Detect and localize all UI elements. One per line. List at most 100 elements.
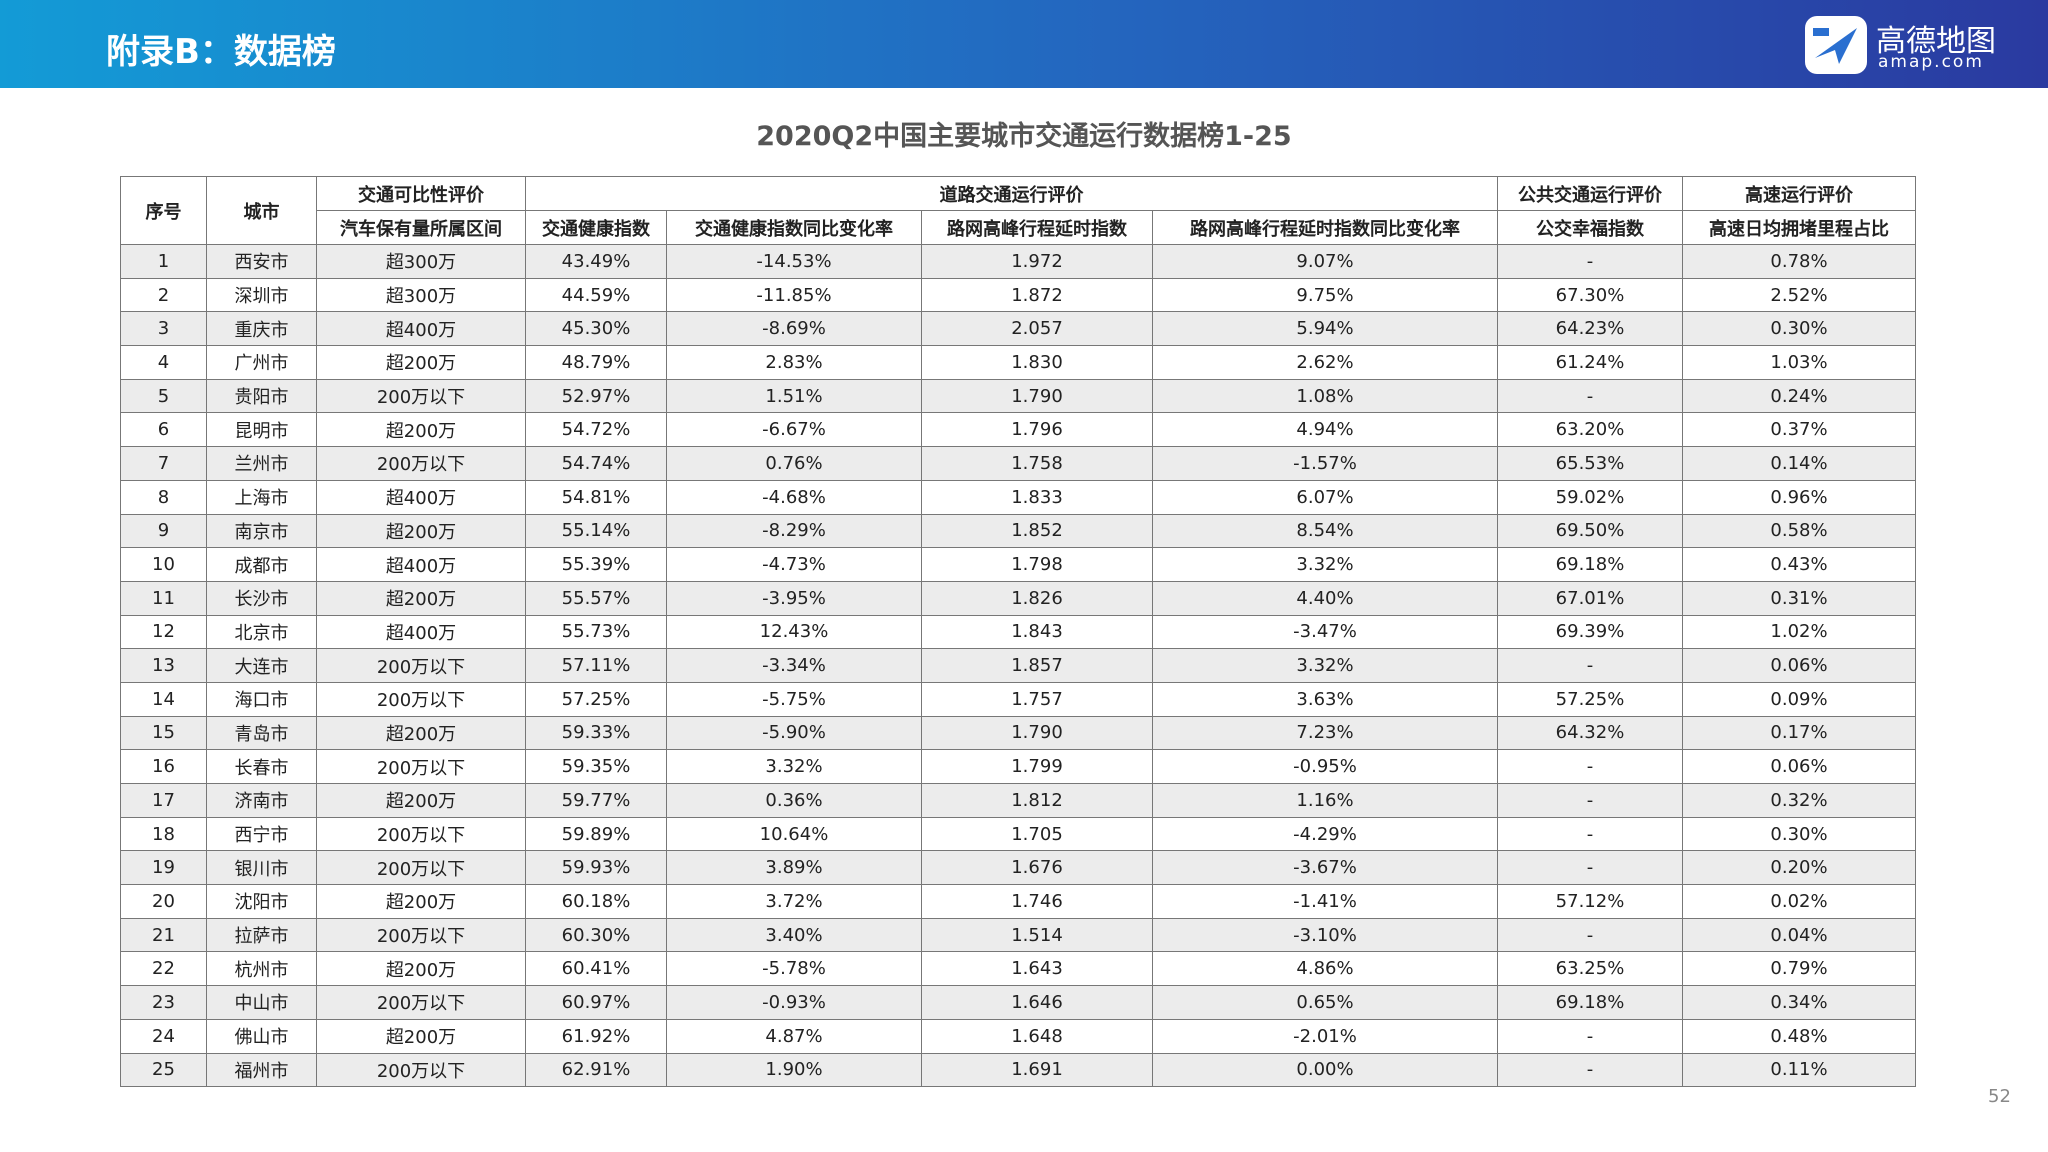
table-cell: 13 xyxy=(120,648,207,683)
table-cell: 成都市 xyxy=(206,547,317,582)
table-cell: 3.32% xyxy=(1152,547,1498,582)
table-row: 17 济南市 超200万 59.77% 0.36% 1.812 1.16% -0.32% xyxy=(120,783,1916,818)
table-cell: 0.31% xyxy=(1682,580,1916,616)
group-header: 道路交通运行评价 xyxy=(525,176,1498,211)
table-cell: 0.58% xyxy=(1682,513,1916,549)
table-cell: 200万以下 xyxy=(316,378,526,414)
table-cell: 福州市 xyxy=(206,1052,317,1088)
table-cell: - xyxy=(1497,749,1683,784)
table-cell: 超400万 xyxy=(316,547,526,582)
logo-name: 高德地图 xyxy=(1876,24,1996,59)
table-row: 4 广州市 超200万 48.79% 2.83% 1.830 2.62% 61.24% 1.03… xyxy=(120,345,1916,380)
table-cell: 0.34% xyxy=(1682,985,1916,1020)
table-row: 15 青岛市 超200万 59.33% -5.90% 1.790 7.23% 64.32% 0.… xyxy=(120,715,1916,751)
table-cell: 7 xyxy=(120,446,207,481)
table-cell: 62.91% xyxy=(525,1052,667,1088)
table-cell: 52.97% xyxy=(525,378,667,414)
table-cell: 59.35% xyxy=(525,749,667,784)
column-header: 公交幸福指数 xyxy=(1497,210,1683,245)
table-cell: - xyxy=(1497,244,1683,279)
table-cell: 9.07% xyxy=(1152,244,1498,279)
table-cell: 0.78% xyxy=(1682,244,1916,279)
table-cell: 25 xyxy=(120,1052,207,1088)
table-cell: -0.93% xyxy=(666,985,922,1020)
table-cell: 55.57% xyxy=(525,580,667,616)
table-cell: 拉萨市 xyxy=(206,917,317,953)
table-cell: 1.857 xyxy=(921,648,1153,683)
table-row: 22 杭州市 超200万 60.41% -5.78% 1.643 4.86% 63.25% 0.… xyxy=(120,951,1916,987)
table-cell: 5 xyxy=(120,378,207,414)
table-cell: 超200万 xyxy=(316,884,526,919)
table-cell: 超200万 xyxy=(316,1018,526,1054)
table-cell: -1.41% xyxy=(1152,884,1498,919)
table-cell: 14 xyxy=(120,681,207,717)
table-cell: 11 xyxy=(120,580,207,616)
table-row: 5 贵阳市 200万以下 52.97% 1.51% 1.790 1.08% -0.24% xyxy=(120,378,1916,414)
table-cell: 超400万 xyxy=(316,479,526,515)
table-cell: 超200万 xyxy=(316,513,526,549)
table-cell: -3.10% xyxy=(1152,917,1498,953)
data-table: 序号 城市 交通可比性评价 道路交通运行评价 公共交通运行评价 高速运行评价 汽车保有量所属… xyxy=(120,176,1916,1088)
table-cell: 0.76% xyxy=(666,446,922,481)
table-title: 2020Q2中国主要城市交通运行数据榜1-25 xyxy=(756,121,1292,152)
table-cell: 济南市 xyxy=(206,783,317,818)
table-cell: 59.93% xyxy=(525,850,667,886)
table-cell: 0.06% xyxy=(1682,749,1916,784)
table-cell: 54.81% xyxy=(525,479,667,515)
table-cell: 16 xyxy=(120,749,207,784)
table-row: 1 西安市 超300万 43.49% -14.53% 1.972 9.07% -0.78% xyxy=(120,244,1916,279)
table-cell: 超200万 xyxy=(316,951,526,987)
table-cell: -8.29% xyxy=(666,513,922,549)
table-cell: 超300万 xyxy=(316,244,526,279)
table-cell: 1.676 xyxy=(921,850,1153,886)
table-cell: 10 xyxy=(120,547,207,582)
header-bar: 附录B：数据榜 高德地图 amap.com xyxy=(0,0,2048,88)
table-cell: -2.01% xyxy=(1152,1018,1498,1054)
column-header: 路网高峰行程延时指数 xyxy=(921,210,1153,245)
logo-domain: amap.com xyxy=(1878,52,1984,72)
header-row: 汽车保有量所属区间 交通健康指数 交通健康指数同比变化率 路网高峰行程延时指数 路网高峰… xyxy=(121,210,1916,245)
table-cell: 15 xyxy=(120,715,207,751)
table-row: 11 长沙市 超200万 55.57% -3.95% 1.826 4.40% 67.01% 0.… xyxy=(120,580,1916,616)
table-cell: 57.25% xyxy=(1497,681,1683,717)
table-cell: 0.00% xyxy=(1152,1052,1498,1088)
table-cell: 57.12% xyxy=(1497,884,1683,919)
table-cell: 54.74% xyxy=(525,446,667,481)
table-cell: -3.34% xyxy=(666,648,922,683)
table-cell: 1.691 xyxy=(921,1052,1153,1088)
table-cell: 200万以下 xyxy=(316,985,526,1020)
table-cell: 1.790 xyxy=(921,715,1153,751)
table-cell: 贵阳市 xyxy=(206,378,317,414)
table-row: 19 银川市 200万以下 59.93% 3.89% 1.676 -3.67% -0.20% xyxy=(120,850,1916,886)
table-cell: 8.54% xyxy=(1152,513,1498,549)
group-header: 城市 xyxy=(206,176,317,245)
table-cell: 3.63% xyxy=(1152,681,1498,717)
table-cell: 超300万 xyxy=(316,277,526,313)
table-cell: 5.94% xyxy=(1152,311,1498,347)
table-cell: 超200万 xyxy=(316,412,526,448)
column-header: 路网高峰行程延时指数同比变化率 xyxy=(1152,210,1498,245)
table-cell: 1.796 xyxy=(921,412,1153,448)
table-cell: 2.057 xyxy=(921,311,1153,347)
table-cell: 21 xyxy=(120,917,207,953)
table-cell: 200万以下 xyxy=(316,1052,526,1088)
table-cell: -3.47% xyxy=(1152,614,1498,650)
table-cell: 22 xyxy=(120,951,207,987)
table-cell: 4.94% xyxy=(1152,412,1498,448)
table-cell: 1.90% xyxy=(666,1052,922,1088)
table-cell: 沈阳市 xyxy=(206,884,317,919)
table-row: 13 大连市 200万以下 57.11% -3.34% 1.857 3.32% -0.06% xyxy=(120,648,1916,683)
table-cell: 1.643 xyxy=(921,951,1153,987)
table-row: 12 北京市 超400万 55.73% 12.43% 1.843 -3.47% 69.39% 1… xyxy=(120,614,1916,650)
table-cell: 海口市 xyxy=(206,681,317,717)
table-row: 14 海口市 200万以下 57.25% -5.75% 1.757 3.63% 57.25% 0… xyxy=(120,681,1916,717)
table-cell: 64.23% xyxy=(1497,311,1683,347)
table-cell: 深圳市 xyxy=(206,277,317,313)
table-cell: -0.95% xyxy=(1152,749,1498,784)
table-cell: 0.79% xyxy=(1682,951,1916,987)
table-cell: 59.77% xyxy=(525,783,667,818)
table-cell: 1.757 xyxy=(921,681,1153,717)
table-cell: -5.75% xyxy=(666,681,922,717)
header-title: 附录B：数据榜 xyxy=(106,32,336,72)
